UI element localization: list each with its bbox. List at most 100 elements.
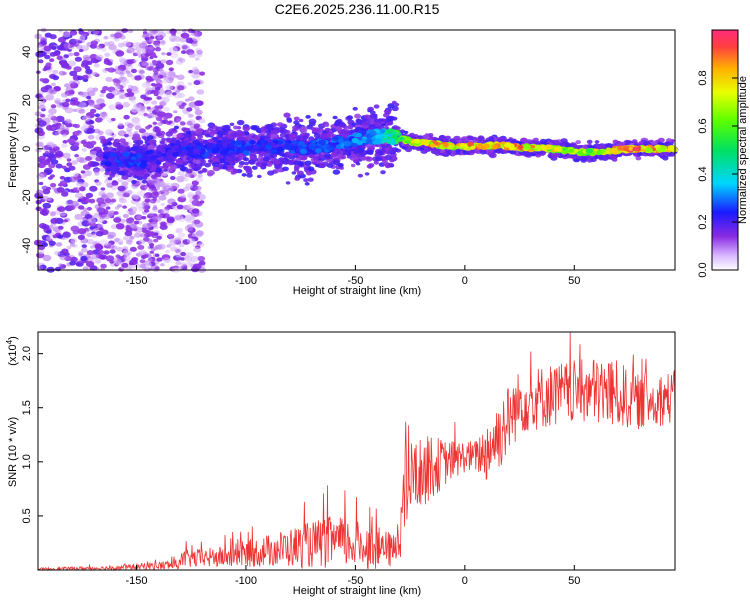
spectrogram-cell [96,206,105,213]
spectrogram-cell [169,164,178,170]
spectrogram-cell [160,59,167,64]
spectrogram-cell [64,83,71,88]
spectrogram-cell [394,102,400,107]
spectrogram-cell [303,178,309,183]
spectrogram-cell [69,260,76,266]
spectrogram-cell [193,68,200,74]
spectrogram-cell [141,179,148,184]
spectrogram-cell [43,45,52,52]
spectrogram-cell [141,34,148,39]
spectrogram-cell [141,82,151,88]
spectrogram-cell [186,168,193,174]
spectrogram-cell [179,121,186,126]
spectrogram-cell [46,141,55,148]
spectrogram-cell [117,185,126,192]
spectrogram-cell [107,243,115,249]
spectrogram-cell [294,164,301,169]
spectrogram-cell [94,243,103,249]
spectrogram-cell [89,185,98,192]
spectrogram-cell [90,245,95,249]
spectrogram-cell [38,59,44,64]
spectrogram-cell [132,42,140,48]
spectrogram-cell [163,116,168,121]
spectrogram-cell [200,162,206,166]
spectrogram-cell [97,149,103,154]
spectrogram-cell [149,35,155,40]
spectrogram-cell [122,205,127,209]
spectrogram-cell [277,127,285,133]
spectrogram-cell [41,242,48,248]
spectrogram-cell [151,221,156,225]
spectrogram-cell [170,176,176,180]
spectrogram-cell [132,194,140,200]
spectrogram-cell [147,135,154,141]
spectrogram-cell [350,163,356,168]
spectrogram-cell [104,198,112,204]
spectrogram-cell [123,133,129,138]
spectrogram-cell [153,191,159,196]
spectrogram-cell [114,67,124,75]
spectrogram-cell [419,147,425,151]
spectrogram-cell [138,128,146,134]
spectrogram-cell [293,120,300,125]
spectrogram-cell [369,110,376,115]
spectrogram-cell [101,193,107,197]
spectrogram-cell [161,96,170,103]
spectrogram-cell [166,52,172,56]
spectrogram-cell [128,95,136,101]
spectrogram-cell [488,151,493,156]
spectrogram-cell [62,31,71,38]
spectrogram-cell [199,71,206,76]
spectrogram-cell [61,143,68,148]
spectrogram-cell [368,163,375,168]
spectrogram-cell [160,189,170,196]
spectrogram-cell [197,170,204,174]
spectrogram-cell [179,58,186,63]
spectrogram-cell [121,174,129,180]
spectrogram-cell [160,221,167,227]
spectrogram-cell [65,122,73,128]
spectrogram-cell [152,246,159,251]
spectrogram-cell [336,150,342,155]
spectrogram-cell [164,182,173,189]
spectrogram-cell [72,172,79,177]
spectrogram-cell [170,52,179,59]
spectrogram-cell [147,238,153,243]
spectrogram-cell [59,211,66,217]
spectrogram-cell [89,150,99,158]
spectrogram-cell [111,117,116,122]
spectrogram-cell [136,215,142,220]
spectrogram-cell [594,140,600,144]
spectrogram-cell [122,40,132,47]
spectrogram-cell [85,68,93,75]
spectrogram-cell [241,173,247,177]
spectrogram-cell [185,183,194,189]
spectrogram-cell [77,75,84,81]
spectrogram-cell [107,234,114,240]
spectrogram-cell [194,31,202,38]
spectrogram-cell [162,164,169,169]
spectrogram-cell [146,165,152,169]
spectrogram-cell [64,107,74,114]
spectrogram-cell [103,59,112,65]
spectrogram-cell [188,96,195,101]
spectrogram-cell [131,179,137,184]
spectrogram-cell [87,134,95,140]
spectrogram-cell [42,202,52,209]
spectrogram-cell [566,154,572,159]
spectrogram-cell [175,227,184,234]
spectrogram-cell [177,232,185,238]
spectrogram-cell [105,255,115,262]
spectrogram-cell [76,156,85,163]
spectrogram-cell [151,106,157,111]
spectrogram-cell [251,165,258,170]
spectrogram-cell [101,68,109,74]
spectrogram-cell [168,67,174,72]
spectrogram-cell [58,70,66,76]
spectrogram-cell [190,136,197,141]
figure-title: C2E6.2025.236.11.00.R15 [275,1,440,17]
spectrogram-cell [145,230,152,235]
spectrogram-cell [144,186,149,190]
spectrogram-cell [148,139,155,145]
